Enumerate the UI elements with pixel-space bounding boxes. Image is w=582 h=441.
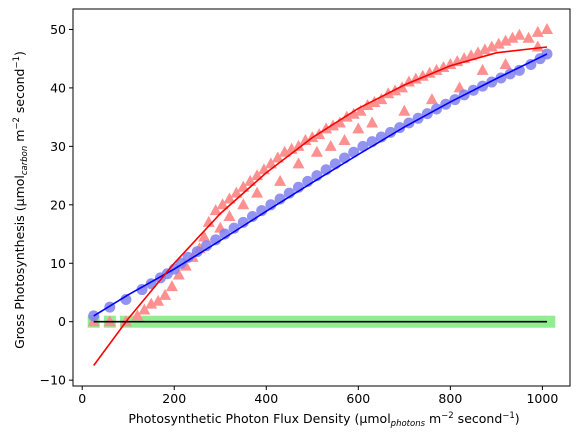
triangle-point — [198, 230, 211, 242]
circle-point — [394, 122, 406, 134]
triangle-point — [159, 288, 172, 300]
triangle-point — [202, 215, 215, 227]
circle-point — [182, 251, 194, 263]
y-axis-title: Gross Photosynthesis (μmolcarbon m−2 sec… — [12, 51, 30, 349]
triangle-point — [324, 139, 337, 151]
triangle-point — [333, 116, 346, 128]
triangle-point — [131, 309, 144, 321]
y-tick-label: 30 — [50, 139, 66, 154]
circle-point — [256, 205, 268, 217]
triangle-point — [223, 192, 236, 204]
triangle-point — [278, 145, 291, 157]
y-tick-label: −10 — [40, 373, 66, 388]
triangle-point — [244, 174, 257, 186]
plot-area — [87, 22, 556, 366]
circle-point — [136, 284, 148, 296]
x-tick-label: 1000 — [526, 391, 558, 406]
circle-point — [339, 152, 351, 164]
triangle-point — [506, 31, 519, 43]
triangle-point — [366, 116, 379, 128]
triangle-point — [347, 107, 360, 119]
triangle-point — [209, 204, 222, 216]
circle-point — [200, 240, 212, 252]
triangle-point — [531, 25, 544, 37]
circle-point — [513, 64, 525, 76]
triangle-point — [216, 198, 229, 210]
triangle-point — [425, 93, 438, 105]
triangle-point — [271, 151, 284, 163]
y-tick-label: 40 — [50, 80, 66, 95]
red-fit-line — [93, 46, 548, 366]
x-tick-label: 200 — [162, 391, 186, 406]
blue-fit-line — [93, 53, 548, 317]
circle-point — [210, 234, 222, 246]
triangle-point — [223, 209, 236, 221]
triangle-point — [237, 198, 250, 210]
x-axis-title: Photosynthetic Photon Flux Density (μmol… — [128, 411, 519, 429]
circle-point — [237, 216, 249, 228]
circle-point — [228, 222, 240, 234]
triangle-point — [251, 186, 264, 198]
triangle-point — [237, 180, 250, 192]
triangle-point — [138, 303, 151, 315]
triangle-point — [478, 43, 491, 55]
x-tick-label: 800 — [438, 391, 462, 406]
circle-point — [348, 146, 360, 158]
triangle-point — [540, 22, 553, 34]
square-point — [543, 315, 556, 328]
triangle-point — [499, 58, 512, 70]
triangle-point — [310, 145, 323, 157]
triangle-point — [485, 40, 498, 52]
triangle-point — [453, 81, 466, 93]
triangle-point — [292, 157, 305, 169]
y-tick-label: 0 — [58, 314, 66, 329]
triangle-point — [465, 49, 478, 61]
circle-point — [120, 293, 132, 305]
triangle-point — [471, 46, 484, 58]
triangle-point — [513, 28, 526, 40]
circle-point — [357, 140, 369, 152]
triangle-point — [152, 294, 165, 306]
circle-point — [525, 59, 537, 71]
axes: 0 200 400 600 800 1000 −10 0 10 20 30 40 50 — [40, 8, 571, 406]
y-tick-label: 50 — [50, 22, 66, 37]
x-tick-label: 400 — [254, 391, 278, 406]
triangle-point — [352, 122, 365, 134]
triangle-point — [398, 104, 411, 116]
triangle-point — [368, 96, 381, 108]
triangle-point — [165, 280, 178, 292]
triangle-point — [299, 134, 312, 146]
circle-point — [191, 246, 203, 258]
triangle-point — [354, 104, 367, 116]
x-tick-label: 600 — [346, 391, 370, 406]
triangle-point — [103, 315, 116, 327]
circle-point — [246, 210, 258, 222]
triangle-point — [274, 174, 287, 186]
triangle-point — [499, 34, 512, 46]
axes-frame — [72, 8, 571, 387]
triangle-point — [492, 37, 505, 49]
triangle-point — [375, 93, 388, 105]
y-tick-label: 20 — [50, 197, 66, 212]
triangle-point — [338, 134, 351, 146]
triangle-point — [476, 63, 489, 75]
triangle-point — [145, 297, 158, 309]
triangle-point — [292, 139, 305, 151]
x-tick-label: 0 — [78, 391, 86, 406]
triangle-point — [172, 268, 185, 280]
triangle-point — [264, 157, 277, 169]
y-tick-label: 10 — [50, 256, 66, 271]
triangle-point — [230, 186, 243, 198]
triangle-point — [522, 31, 535, 43]
circle-point — [385, 126, 397, 138]
